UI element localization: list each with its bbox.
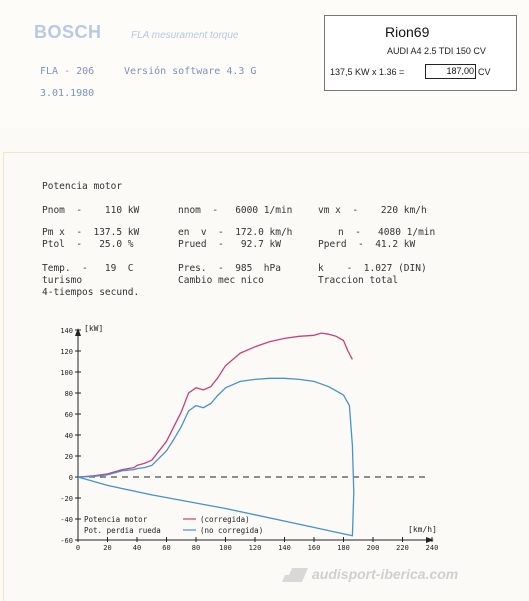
pperd-field: Pperd - 41.2 kW	[318, 239, 416, 250]
series-line-wheel-loss	[77, 377, 355, 537]
rpm-field: n - 4080 1/min	[338, 227, 436, 238]
report-sheet: Potencia motor Pnom - 110 kW nnom - 6000…	[3, 152, 529, 601]
traction-type: Traccion total	[318, 275, 399, 286]
pnom-field: Pnom - 110 kW	[42, 205, 140, 216]
x-tick-label: 40	[133, 544, 141, 552]
y-axis-label: [kW]	[84, 324, 103, 333]
owner-name: Rion69	[385, 24, 430, 40]
legend-label-engine: Potencia motor	[84, 515, 148, 524]
ptol-field: Ptol - 25.0 %	[42, 239, 134, 250]
x-tick-label: 80	[192, 544, 200, 552]
x-axis-arrow	[426, 537, 434, 543]
y-tick-label: 60	[65, 411, 73, 419]
x-tick-label: 0	[76, 544, 80, 552]
report-title: Potencia motor	[42, 181, 123, 192]
x-tick-label: 180	[337, 544, 350, 552]
gearbox-type: Cambio mec nico	[178, 275, 264, 286]
y-tick-label: 20	[65, 453, 73, 461]
x-tick-label: 20	[103, 544, 111, 552]
legend-label-loss: Pot. perdia rueda	[84, 526, 161, 535]
chart-axes	[75, 328, 434, 543]
x-tick-label: 140	[278, 544, 291, 552]
watermark-logo-icon	[282, 568, 308, 582]
x-axis-label: [km/h]	[408, 525, 437, 534]
header-subtitle: FLA mesurament torque	[131, 30, 239, 41]
prued-field: Prued - 92.7 kW	[178, 239, 281, 250]
power-unit: CV	[478, 67, 491, 77]
pmax-field: Pm x - 137.5 kW	[42, 227, 140, 238]
y-tick-label: 0	[69, 474, 73, 482]
nnom-field: nnom - 6000 1/min	[178, 205, 293, 216]
x-tick-label: 160	[308, 544, 321, 552]
report-header: BOSCH FLA mesurament torque FLA - 206 Ve…	[0, 0, 529, 128]
legend-note-engine: (corregida)	[200, 515, 250, 524]
x-tick-label: 120	[249, 544, 262, 552]
model-code: FLA - 206	[40, 66, 95, 77]
vmax-field: vm x - 220 km/h	[318, 205, 427, 216]
brand-logo: BOSCH	[34, 22, 102, 42]
y-tick-label: 140	[60, 327, 73, 335]
power-result: 187,00	[425, 64, 476, 79]
y-tick-label: 120	[60, 348, 73, 356]
report-date: 3.01.1980	[40, 88, 95, 99]
software-version: Versión software 4.3 G	[124, 66, 257, 77]
legend-note-loss: (no corregida)	[200, 526, 263, 535]
car-model: AUDI A4 2.5 TDI 150 CV	[387, 46, 486, 56]
watermark-text: audisport-iberica.com	[312, 566, 459, 582]
en-field: en v - 172.0 km/h	[178, 227, 293, 238]
engine-type: 4-tiempos secund.	[42, 287, 140, 298]
chart-legend: Potencia motor Pot. perdia rueda (correg…	[84, 515, 263, 535]
y-tick-label: -40	[60, 516, 73, 524]
y-tick-label: 80	[65, 390, 73, 398]
vehicle-type: turismo	[42, 275, 83, 286]
power-calc: 137,5 KW x 1.36 =	[330, 67, 405, 77]
k-field: k - 1.027 (DIN)	[318, 263, 427, 274]
x-tick-label: 60	[162, 544, 170, 552]
y-axis-arrow	[75, 328, 81, 336]
x-tick-label: 100	[219, 544, 232, 552]
y-tick-label: -60	[60, 537, 73, 545]
chart-lines	[77, 332, 355, 537]
x-tick-label: 200	[367, 544, 380, 552]
temp-field: Temp. - 19 C	[42, 263, 134, 274]
y-tick-label: 100	[60, 369, 73, 377]
x-tick-label: 220	[396, 544, 409, 552]
series-line-engine-power	[77, 332, 353, 478]
x-tick-label: 240	[426, 544, 439, 552]
y-tick-label: -20	[60, 495, 73, 503]
info-box: Rion69 AUDI A4 2.5 TDI 150 CV 137,5 KW x…	[324, 15, 517, 91]
pres-field: Pres. - 985 hPa	[178, 263, 281, 274]
y-tick-label: 40	[65, 432, 73, 440]
